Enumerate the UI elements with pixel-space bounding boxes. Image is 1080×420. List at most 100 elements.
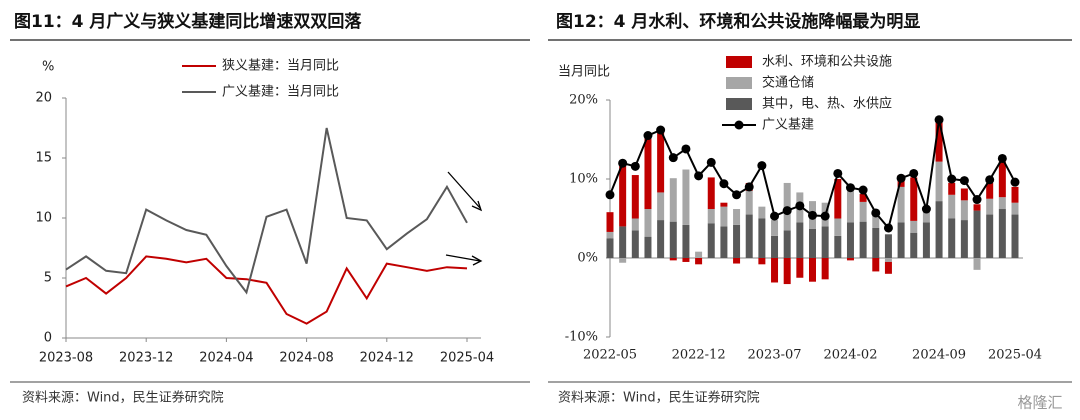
line-marker [985,175,995,185]
bar [631,230,639,258]
line-marker [858,185,868,195]
bar [758,206,766,219]
y-tick-label: -10% [565,330,598,345]
legend-swatch [726,77,752,89]
line-marker [909,168,919,178]
source: 资料来源：Wind，民生证券研究院 [22,390,224,406]
bar [809,228,816,258]
x-tick-label: 2024-02 [823,348,877,363]
legend-swatch [734,120,744,130]
bar [1011,214,1019,258]
bar [1011,202,1019,215]
bar [910,232,918,258]
line-marker [681,144,691,154]
bar [619,164,627,227]
x-tick-label: 2023-08 [39,351,93,366]
x-tick-label: 2024-09 [912,348,966,363]
bar [707,209,715,224]
line-marker [643,131,653,141]
line-marker [845,183,855,193]
bar [935,201,943,258]
trend-arrows [445,171,483,266]
bar [745,214,753,258]
bar [606,238,614,258]
legend-label: 广义基建 [762,118,814,133]
bar [872,212,880,228]
bar [657,192,665,221]
bar [631,175,639,219]
bar [922,222,930,258]
bar [796,258,804,278]
bar [758,218,766,258]
bar [960,188,968,201]
legend-label: 交通仓储 [762,75,814,91]
bar [935,122,943,162]
x-tick-label: 2023-07 [748,348,802,363]
x-tick-label: 2025-04 [440,351,494,366]
y-axis-label: % [42,60,54,75]
legend-swatch [726,56,752,68]
bar [973,204,981,211]
bar [644,135,652,210]
bar [771,258,779,283]
bar [846,222,854,258]
legend-label: 广义基建：当月同比 [222,85,339,100]
y-tick-label: 20 [35,91,52,106]
bar [884,234,892,258]
line-marker [656,125,666,135]
line-marker [1010,177,1020,187]
bar [986,182,994,199]
bar [872,227,880,258]
bar [884,258,892,262]
x-tick-label: 2024-12 [360,351,414,366]
line-marker [808,210,817,220]
bar [1011,186,1019,203]
bar [619,226,627,258]
bar [897,222,905,258]
legend-label: 狭义基建：当月同比 [222,59,339,74]
bar [669,258,677,261]
line [65,127,468,295]
bar [657,129,665,193]
bar [846,258,854,261]
bar [960,200,968,221]
line-marker [618,158,628,168]
line-marker [921,204,931,214]
line-marker [972,195,982,205]
line-marker [719,179,729,189]
bar [657,220,665,258]
y-tick-label: 15 [35,151,52,166]
line-marker [883,223,893,233]
bar [910,177,918,221]
line-marker [947,174,957,184]
line-marker [997,153,1007,163]
bar [960,220,968,258]
bar [669,178,677,222]
bar [846,190,854,223]
bar [834,179,842,219]
line-marker [795,201,805,211]
x-tick-label: 2024-04 [199,351,253,366]
bar [935,161,943,202]
bar [897,186,905,223]
bar [948,218,956,258]
bar [707,223,715,258]
line-marker [820,211,830,221]
bar [606,212,614,232]
source: 资料来源：Wind，民生证券研究院 [558,390,760,406]
bar [644,209,652,237]
y-tick-label: 0 [44,331,52,346]
bar [922,210,930,223]
bar [733,224,741,258]
bar [973,258,981,270]
line-marker [871,208,881,218]
x-tick-label: 2022-12 [672,348,726,363]
bar [733,258,741,264]
bar [796,222,804,258]
bar [821,258,829,280]
bar [986,214,994,258]
line-marker [934,115,944,125]
bar [859,201,867,222]
line-marker [732,190,742,200]
bar [872,258,880,272]
